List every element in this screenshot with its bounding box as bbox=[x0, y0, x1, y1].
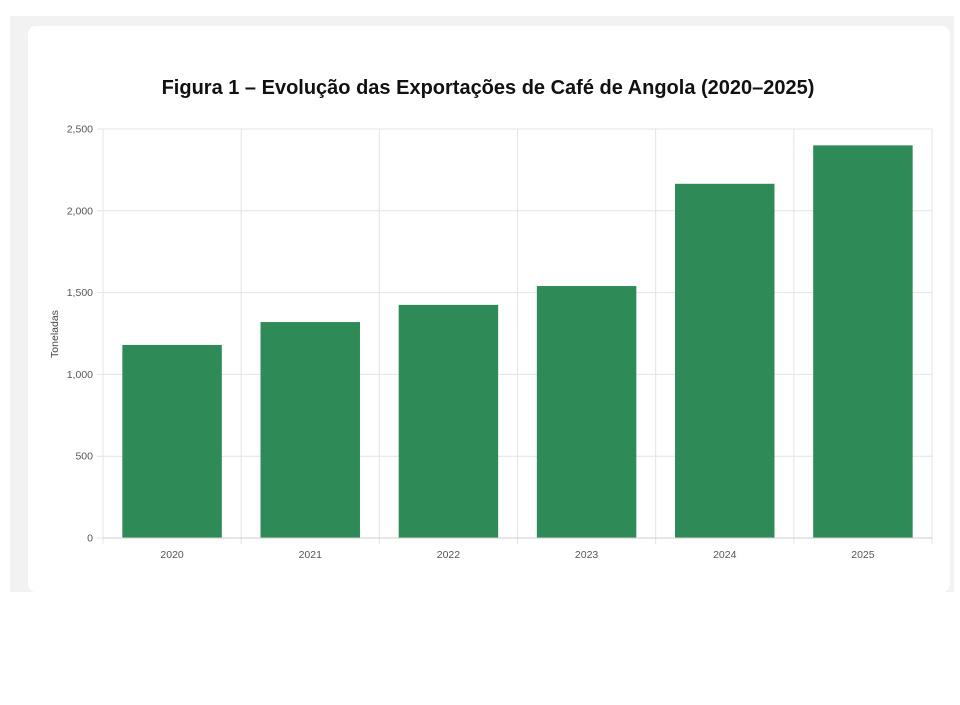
bar-2025 bbox=[813, 145, 913, 539]
x-tick-label: 2025 bbox=[851, 549, 875, 561]
y-tick-label: 1,000 bbox=[67, 369, 93, 381]
bar-2020 bbox=[122, 344, 222, 538]
x-tick-label: 2024 bbox=[713, 549, 737, 561]
x-tick-label: 2022 bbox=[437, 549, 461, 561]
bar-2023 bbox=[536, 286, 637, 538]
y-tick-label: 2,000 bbox=[67, 205, 93, 217]
y-tick-label: 500 bbox=[75, 451, 93, 463]
x-tick-label: 2021 bbox=[299, 549, 323, 561]
x-tick-label: 2023 bbox=[575, 549, 599, 561]
bar-2021 bbox=[260, 322, 360, 538]
bar-2024 bbox=[675, 183, 775, 538]
grid bbox=[97, 128, 933, 544]
y-axis-title: Toneladas bbox=[49, 310, 61, 358]
x-tick-label: 2020 bbox=[160, 549, 184, 561]
bars bbox=[122, 145, 913, 539]
y-tick-label: 1,500 bbox=[67, 287, 93, 299]
y-tick-label: 2,500 bbox=[67, 124, 93, 136]
bar-2022 bbox=[398, 304, 499, 538]
y-tick-label: 0 bbox=[87, 533, 93, 545]
chart-title: Figura 1 – Evolução das Exportações de C… bbox=[161, 77, 815, 99]
axes: 0 500 1,000 1,500 2,000 2,500 2020 2021 2022 2023… bbox=[67, 124, 932, 561]
